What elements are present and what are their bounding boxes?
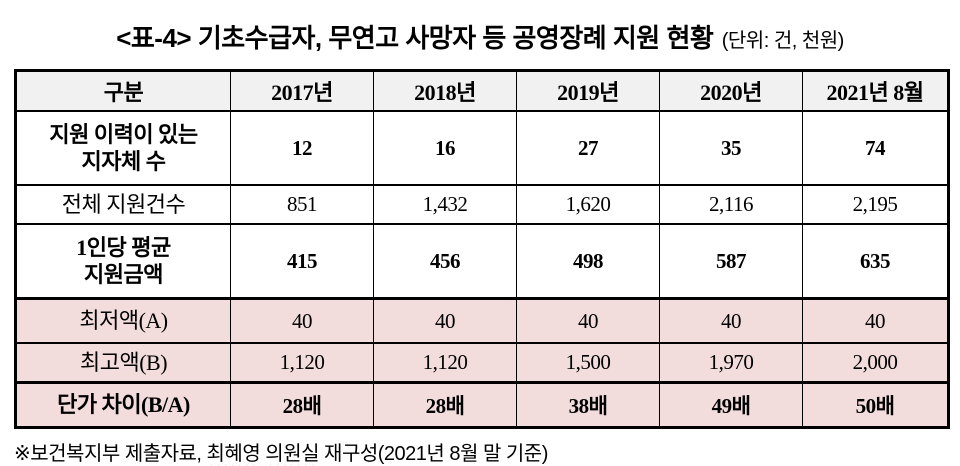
cell-value: 2,116 bbox=[659, 184, 803, 225]
column-header-2020: 2020년 bbox=[659, 70, 803, 112]
row-label: 단가 차이(B/A) bbox=[15, 381, 231, 428]
column-header-2018: 2018년 bbox=[373, 70, 517, 112]
footnote-name-underlined: 최혜영 bbox=[206, 443, 261, 465]
header-row: 구분 2017년 2018년 2019년 2020년 2021년 8월 bbox=[15, 70, 949, 112]
cell-value: 12 bbox=[230, 110, 374, 186]
cell-value: 35 bbox=[659, 110, 803, 186]
table-title: <표-4> 기초수급자, 무연고 사망자 등 공영장례 지원 현황 (단위: 건… bbox=[0, 0, 960, 55]
cell-value: 50배 bbox=[802, 381, 949, 428]
support-status-table: 구분 2017년 2018년 2019년 2020년 2021년 8월 지원 이… bbox=[14, 69, 950, 429]
cell-value: 40 bbox=[230, 297, 374, 344]
cell-value: 1,500 bbox=[516, 342, 660, 383]
table-title-unit: (단위: 건, 천원) bbox=[721, 30, 845, 52]
column-header-2019: 2019년 bbox=[516, 70, 660, 112]
cell-value: 1,432 bbox=[373, 184, 517, 225]
cell-value: 2,000 bbox=[802, 342, 949, 383]
cell-value: 40 bbox=[659, 297, 803, 344]
column-header-category: 구분 bbox=[15, 70, 231, 112]
cell-value: 415 bbox=[230, 223, 374, 299]
cell-value: 40 bbox=[802, 297, 949, 344]
cell-value: 456 bbox=[373, 223, 517, 299]
source-footnote: ※보건복지부 제출자료, 최혜영 의원실 재구성(2021년 8월 말 기준) bbox=[14, 437, 960, 466]
cell-value: 40 bbox=[373, 297, 517, 344]
cell-value: 851 bbox=[230, 184, 374, 225]
cell-value: 38배 bbox=[516, 381, 660, 428]
footnote-prefix: ※보건복지부 제출자료, bbox=[14, 443, 207, 465]
footnote-office-underlined: 의원실 bbox=[265, 443, 319, 465]
cell-value: 1,620 bbox=[516, 184, 660, 225]
cell-value: 1,120 bbox=[230, 342, 374, 383]
cell-value: 1,120 bbox=[373, 342, 517, 383]
cell-value: 16 bbox=[373, 110, 517, 186]
table-row-price-gap: 단가 차이(B/A) 28배 28배 38배 49배 50배 bbox=[15, 381, 949, 428]
cell-value: 28배 bbox=[373, 381, 517, 428]
row-label: 전체 지원건수 bbox=[15, 184, 231, 225]
column-header-2021aug: 2021년 8월 bbox=[802, 70, 949, 112]
footnote-suffix: 재구성(2021년 8월 말 기준) bbox=[319, 443, 548, 465]
row-label: 최저액(A) bbox=[15, 297, 231, 344]
row-label: 1인당 평균 지원금액 bbox=[15, 223, 231, 299]
cell-value: 2,195 bbox=[802, 184, 949, 225]
row-label: 지원 이력이 있는 지자체 수 bbox=[15, 110, 231, 186]
row-label: 최고액(B) bbox=[15, 342, 231, 383]
cell-value: 28배 bbox=[230, 381, 374, 428]
table-row-minimum: 최저액(A) 40 40 40 40 40 bbox=[15, 297, 949, 344]
cell-value: 635 bbox=[802, 223, 949, 299]
cell-value: 587 bbox=[659, 223, 803, 299]
cell-value: 27 bbox=[516, 110, 660, 186]
table-row-average-amount: 1인당 평균 지원금액 415 456 498 587 635 bbox=[15, 223, 949, 299]
table-row-maximum: 최고액(B) 1,120 1,120 1,500 1,970 2,000 bbox=[15, 342, 949, 383]
cell-value: 1,970 bbox=[659, 342, 803, 383]
cell-value: 49배 bbox=[659, 381, 803, 428]
cell-value: 40 bbox=[516, 297, 660, 344]
cell-value: 74 bbox=[802, 110, 949, 186]
cell-value: 498 bbox=[516, 223, 660, 299]
table-row-municipalities: 지원 이력이 있는 지자체 수 12 16 27 35 74 bbox=[15, 110, 949, 186]
table-title-text: <표-4> 기초수급자, 무연고 사망자 등 공영장례 지원 현황 bbox=[116, 23, 714, 53]
table-row-total-cases: 전체 지원건수 851 1,432 1,620 2,116 2,195 bbox=[15, 184, 949, 225]
column-header-2017: 2017년 bbox=[230, 70, 374, 112]
